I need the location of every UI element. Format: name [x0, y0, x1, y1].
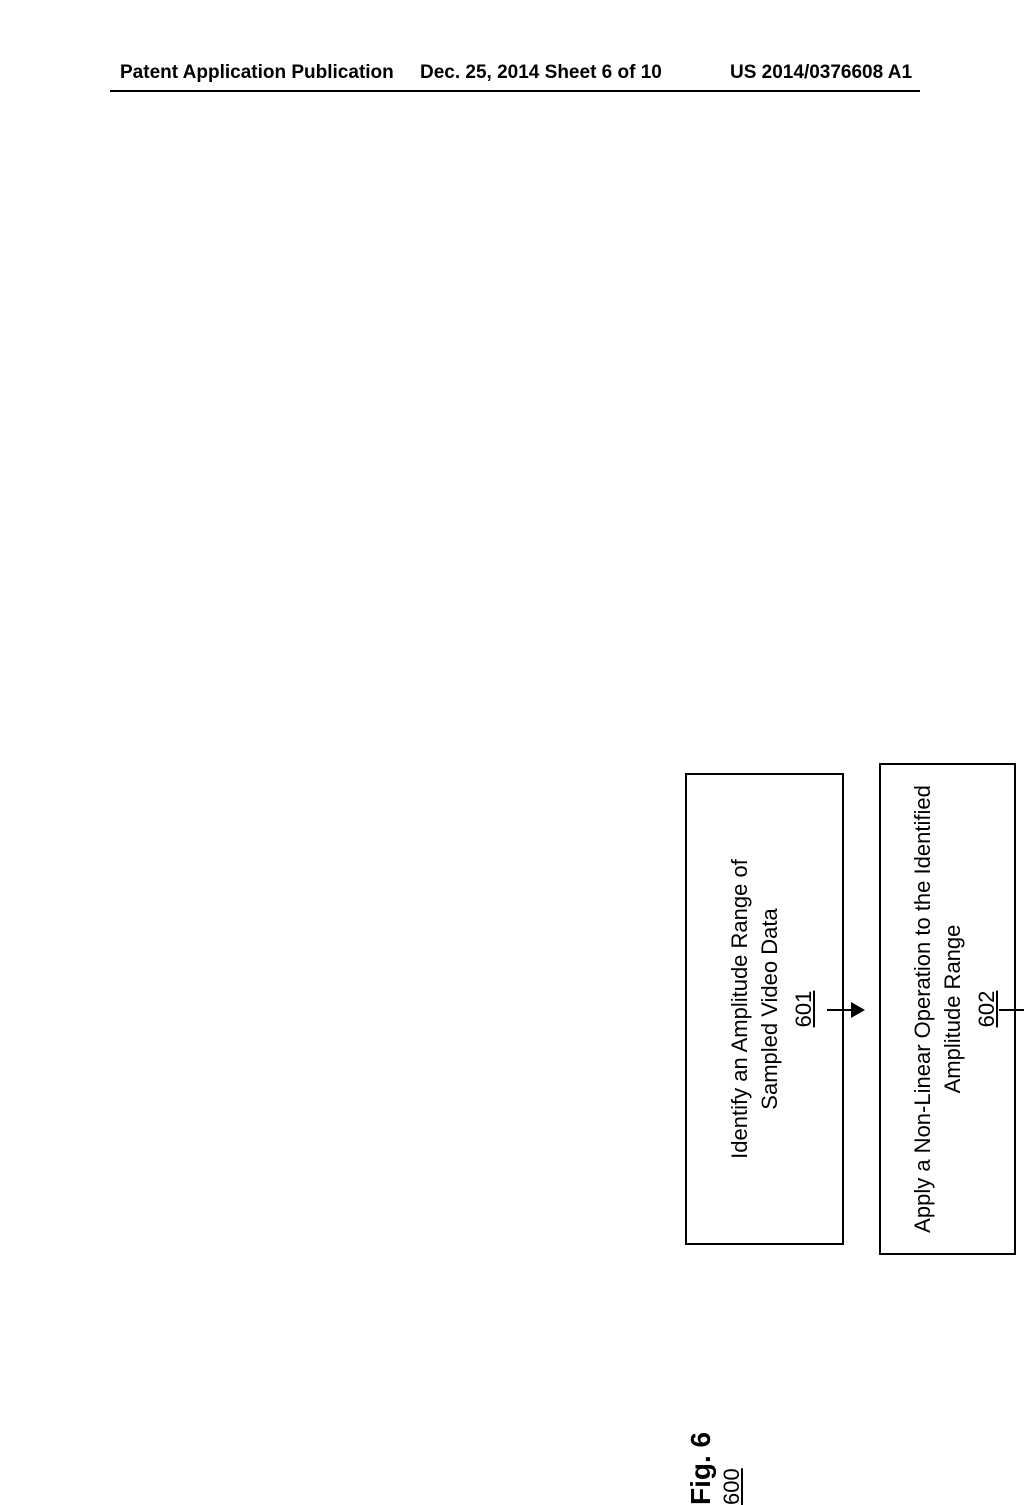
header-center: Dec. 25, 2014 Sheet 6 of 10: [420, 62, 662, 84]
figure-label: Fig. 6: [685, 1432, 717, 1505]
rotated-figure-wrapper: Fig. 6 600 Identify an Amplitude Range o…: [685, 505, 1024, 1505]
figure-6-flowchart: Fig. 6 600 Identify an Amplitude Range o…: [685, 505, 1024, 1505]
header-right: US 2014/0376608 A1: [730, 62, 912, 84]
header-left: Patent Application Publication: [120, 62, 394, 84]
flow-step-text-line1: Apply a Non-Linear Operation to the Iden…: [908, 765, 938, 1253]
flow-step-text-line2: Sampled Video Data: [755, 775, 785, 1243]
arrow-602-to-603: [999, 1009, 1024, 1011]
flow-step-ref: 601: [789, 775, 819, 1243]
flow-step-601: Identify an Amplitude Range of Sampled V…: [685, 773, 844, 1245]
header-rule: [110, 90, 920, 92]
patent-sheet-page: Patent Application Publication Dec. 25, …: [0, 0, 1024, 1320]
flow-step-602: Apply a Non-Linear Operation to the Iden…: [879, 763, 1016, 1255]
flow-step-ref: 602: [972, 765, 1002, 1253]
flow-step-text-line1: Identify an Amplitude Range of: [725, 775, 755, 1243]
figure-number: 600: [719, 1468, 745, 1505]
arrow-601-to-602: [827, 1009, 863, 1011]
arrowhead-icon: [851, 1002, 865, 1018]
flow-step-text-line2: Amplitude Range: [938, 765, 968, 1253]
